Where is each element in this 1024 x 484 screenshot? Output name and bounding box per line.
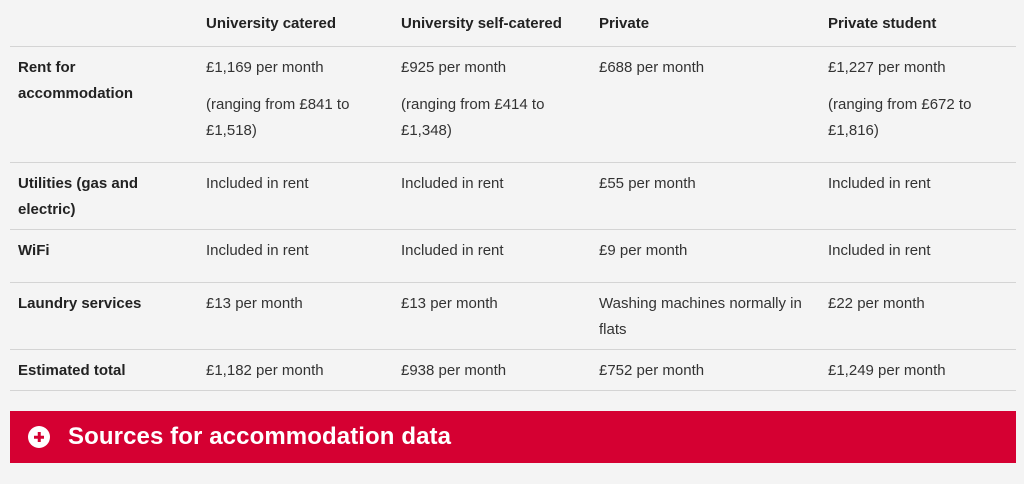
column-header-private: Private (591, 0, 820, 47)
table-cell: £22 per month (820, 282, 1016, 350)
table-cell: £9 per month (591, 229, 820, 283)
table-cell: Included in rent (393, 162, 591, 230)
table-cell: Included in rent (198, 229, 393, 283)
table-cell: £752 per month (591, 349, 820, 391)
table-cell: Washing machines normally in flats (591, 282, 820, 350)
table-cell: Included in rent (393, 229, 591, 283)
cell-value: £688 per month (599, 59, 705, 76)
table-cell: £925 per month (ranging from £414 to £1,… (393, 46, 591, 163)
table-row: Laundry services £13 per month £13 per m… (10, 282, 1016, 350)
accordion-label: Sources for accommodation data (68, 423, 452, 450)
row-label-rent: Rent for accommodation (10, 46, 198, 163)
accommodation-cost-table: University catered University self-cater… (10, 0, 1016, 391)
column-header-university-catered: University catered (198, 0, 393, 47)
table-header-row: University catered University self-cater… (10, 0, 1016, 47)
table-cell: Included in rent (820, 162, 1016, 230)
cell-value: £1,227 per month (828, 59, 946, 76)
table-cell: £1,182 per month (198, 349, 393, 391)
column-header-empty (10, 0, 198, 47)
column-header-university-self-catered: University self-catered (393, 0, 591, 47)
table-row: WiFi Included in rent Included in rent £… (10, 229, 1016, 283)
row-label-laundry: Laundry services (10, 282, 198, 350)
cell-range-note: (ranging from £672 to £1,816) (828, 96, 972, 139)
table-cell: £1,227 per month (ranging from £672 to £… (820, 46, 1016, 163)
row-label-estimated-total: Estimated total (10, 349, 198, 391)
row-label-utilities: Utilities (gas and electric) (10, 162, 198, 230)
table-cell: £55 per month (591, 162, 820, 230)
cell-range-note: (ranging from £414 to £1,348) (401, 96, 545, 139)
table-cell: £1,249 per month (820, 349, 1016, 391)
table-row: Rent for accommodation £1,169 per month … (10, 46, 1016, 163)
table-cell: £938 per month (393, 349, 591, 391)
cell-value: £925 per month (401, 59, 507, 76)
plus-circle-icon (28, 426, 50, 448)
sources-accordion-toggle[interactable]: Sources for accommodation data (10, 411, 1016, 463)
table-cell: Included in rent (820, 229, 1016, 283)
table-cell: £688 per month (591, 46, 820, 163)
cell-range-note: (ranging from £841 to £1,518) (206, 96, 350, 139)
table-cell: £13 per month (198, 282, 393, 350)
table-row: Estimated total £1,182 per month £938 pe… (10, 349, 1016, 391)
column-header-private-student: Private student (820, 0, 1016, 47)
table-cell: £13 per month (393, 282, 591, 350)
table-cell: £1,169 per month (ranging from £841 to £… (198, 46, 393, 163)
table-cell: Included in rent (198, 162, 393, 230)
row-label-wifi: WiFi (10, 229, 198, 283)
table-row: Utilities (gas and electric) Included in… (10, 162, 1016, 230)
cell-value: £1,169 per month (206, 59, 324, 76)
